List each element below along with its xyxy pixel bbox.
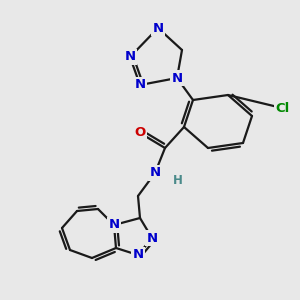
Text: O: O (134, 127, 146, 140)
Text: N: N (132, 248, 144, 262)
Text: N: N (152, 22, 164, 34)
Text: Cl: Cl (275, 101, 289, 115)
Text: N: N (134, 79, 146, 92)
Text: N: N (108, 218, 120, 232)
Text: N: N (149, 167, 161, 179)
Text: N: N (124, 50, 136, 64)
Text: N: N (146, 232, 158, 244)
Text: N: N (171, 71, 183, 85)
Text: H: H (173, 173, 183, 187)
